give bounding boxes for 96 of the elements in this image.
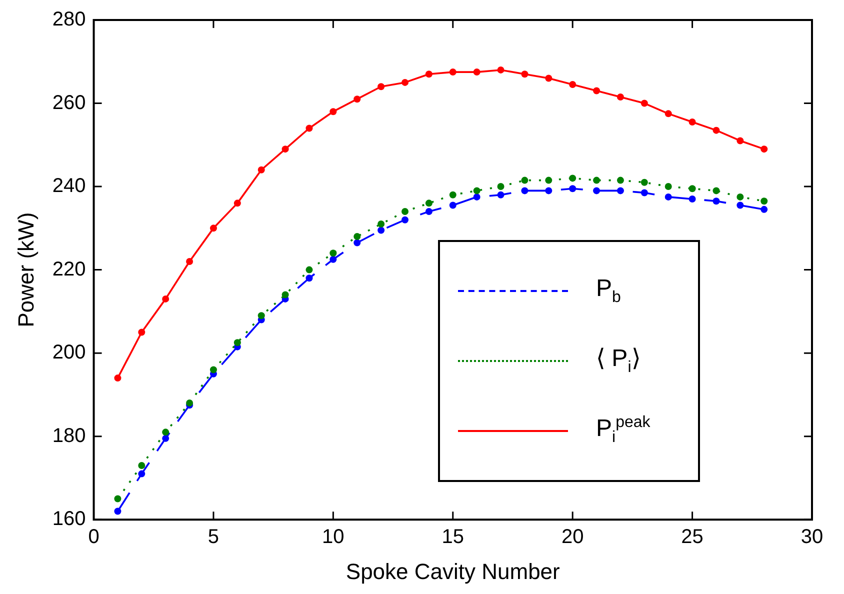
- x-tick-label: 0: [88, 526, 100, 548]
- point: [114, 508, 122, 515]
- point: [760, 198, 768, 205]
- point: [449, 191, 456, 198]
- x-tick-label: 30: [800, 526, 824, 548]
- point: [664, 183, 672, 190]
- point: [712, 126, 720, 134]
- point: [282, 146, 289, 153]
- point: [306, 124, 313, 132]
- point: [425, 208, 432, 216]
- x-tick-label: 25: [681, 526, 704, 548]
- x-tick-label: 10: [322, 526, 344, 548]
- point: [521, 70, 528, 78]
- point: [736, 137, 744, 144]
- point: [736, 193, 744, 200]
- point: [330, 250, 337, 257]
- point: [569, 185, 576, 192]
- point: [640, 178, 648, 186]
- point: [473, 187, 480, 194]
- point: [138, 470, 146, 478]
- point: [760, 146, 768, 153]
- point: [402, 216, 409, 224]
- point: [473, 68, 480, 76]
- point: [449, 68, 456, 76]
- y-axis-title: Power (kW): [13, 212, 38, 328]
- point: [497, 191, 504, 198]
- point: [306, 266, 313, 274]
- point: [402, 208, 409, 216]
- point: [330, 256, 337, 263]
- point: [234, 339, 241, 346]
- point: [162, 434, 170, 442]
- point: [593, 87, 600, 94]
- point: [664, 193, 672, 200]
- point: [569, 81, 576, 88]
- point: [593, 176, 600, 184]
- point: [616, 94, 624, 101]
- point: [712, 198, 720, 205]
- point: [616, 176, 624, 184]
- legend-label: ⟨ P$_{i}$⟩: [596, 344, 640, 377]
- point: [712, 187, 720, 194]
- point: [234, 200, 241, 207]
- point: [306, 274, 313, 282]
- point: [425, 200, 432, 207]
- y-tick-label: 180: [52, 424, 86, 447]
- point: [138, 462, 146, 469]
- point: [186, 258, 194, 265]
- point: [545, 74, 552, 82]
- point: [378, 226, 385, 234]
- point: [664, 110, 672, 118]
- point: [138, 328, 146, 336]
- point: [258, 166, 265, 174]
- y-tick-label: 160: [52, 508, 86, 530]
- point: [497, 66, 504, 74]
- y-tick-label: 220: [52, 258, 86, 280]
- y-tick-label: 260: [52, 92, 86, 114]
- x-tick-label: 5: [208, 526, 220, 548]
- point: [114, 495, 122, 502]
- point: [425, 70, 432, 78]
- point: [497, 183, 504, 190]
- point: [688, 118, 696, 126]
- point: [210, 224, 217, 232]
- point: [545, 187, 552, 194]
- point: [282, 291, 289, 298]
- point: [330, 108, 337, 116]
- point: [402, 78, 409, 86]
- point: [378, 220, 385, 228]
- point: [569, 174, 576, 182]
- point: [210, 366, 217, 374]
- point: [593, 187, 600, 194]
- point: [354, 239, 361, 246]
- point: [162, 428, 170, 436]
- point: [545, 176, 552, 184]
- point: [521, 176, 528, 184]
- legend-label: P$_{b}$: [596, 274, 621, 306]
- point: [354, 96, 361, 103]
- x-tick-label: 15: [442, 526, 464, 548]
- point: [449, 202, 456, 209]
- y-tick-label: 280: [52, 8, 86, 31]
- point: [640, 189, 648, 196]
- point: [354, 232, 361, 240]
- point: [162, 295, 170, 302]
- y-tick-label: 200: [52, 342, 86, 364]
- point: [473, 193, 480, 200]
- point: [760, 206, 768, 213]
- y-tick-label: 240: [52, 175, 86, 198]
- point: [521, 187, 528, 194]
- x-axis-title: Spoke Cavity Number: [346, 558, 560, 584]
- point: [378, 83, 385, 90]
- point: [258, 312, 265, 320]
- point: [640, 100, 648, 107]
- point: [688, 185, 696, 192]
- x-tick-label: 20: [561, 526, 584, 548]
- point: [114, 374, 122, 382]
- point: [688, 196, 696, 203]
- point: [616, 187, 624, 194]
- point: [736, 202, 744, 209]
